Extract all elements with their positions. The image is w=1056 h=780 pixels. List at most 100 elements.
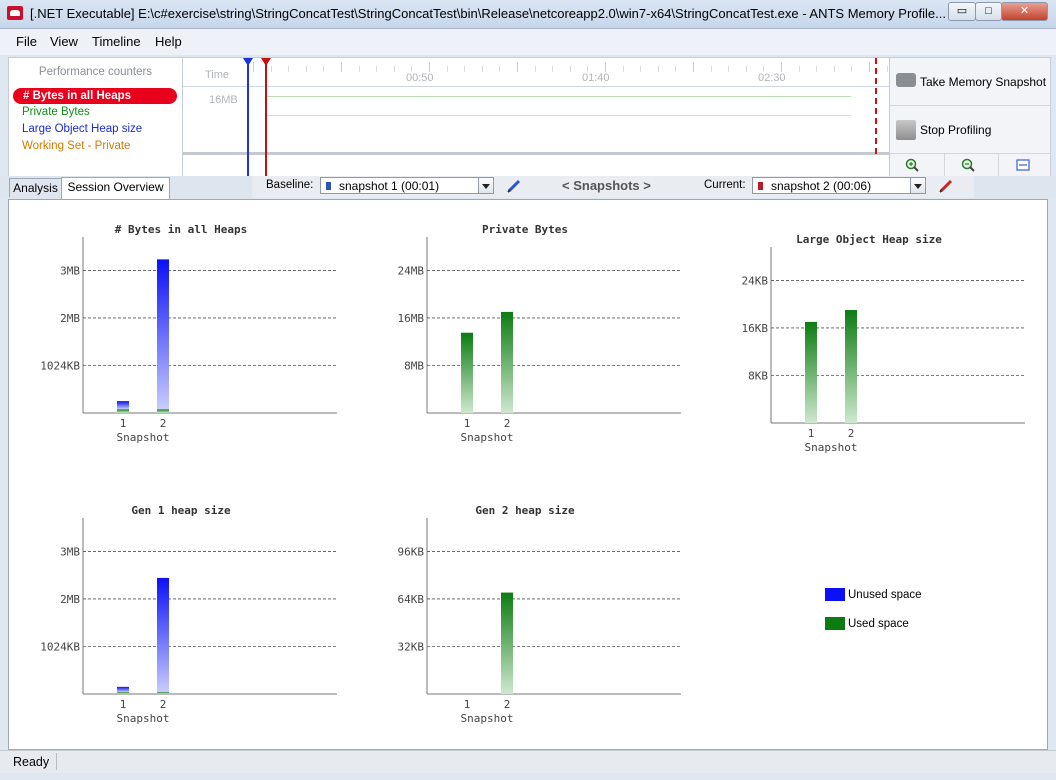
baseline-edit-icon[interactable] xyxy=(506,178,522,197)
current-marker[interactable] xyxy=(265,58,267,176)
timeline-minor-tick xyxy=(481,66,483,72)
timeline-minor-tick xyxy=(886,66,888,72)
timeline-minor-tick xyxy=(446,66,448,72)
timeline-minor-tick xyxy=(411,66,413,72)
bar xyxy=(117,692,129,694)
timeline-minor-tick xyxy=(622,66,624,72)
legend-label-used: Used space xyxy=(848,618,909,630)
time-label: Time xyxy=(205,69,230,81)
y-tick-label: 3MB xyxy=(60,545,80,558)
timeline-minor-tick xyxy=(552,66,554,72)
menu-view[interactable]: View xyxy=(50,34,78,49)
current-color-icon xyxy=(758,182,763,190)
timeline-minor-tick xyxy=(657,66,659,72)
counter-item-large-object-heap[interactable]: Large Object Heap size xyxy=(22,123,143,135)
zoom-in-icon[interactable] xyxy=(905,158,919,172)
counter-item-working-set[interactable]: Working Set - Private xyxy=(22,140,131,152)
tick-label: 02:30 xyxy=(758,72,786,84)
chart-title: Large Object Heap size xyxy=(796,233,942,246)
menu-bar: File View Timeline Help xyxy=(0,29,1056,55)
tick-label: 01:40 xyxy=(582,72,610,84)
profiling-toolbar: Take Memory Snapshot Stop Profiling xyxy=(889,57,1051,177)
current-edit-icon[interactable] xyxy=(938,178,954,197)
legend-label-unused: Unused space xyxy=(848,589,922,601)
timeline-minor-tick xyxy=(816,66,818,72)
current-select[interactable]: snapshot 2 (00:06) xyxy=(752,177,926,194)
timeline-header: Time 00:50 01:40 02:30 xyxy=(183,58,1046,87)
menu-file[interactable]: File xyxy=(16,34,37,49)
bar xyxy=(117,409,129,413)
timeline-major-tick xyxy=(517,62,518,72)
timeline-minor-tick xyxy=(728,66,730,72)
title-bar[interactable]: [.NET Executable] E:\c#exercise\string\S… xyxy=(0,0,1056,29)
current-marker-icon xyxy=(261,58,271,66)
y-tick-label: 8KB xyxy=(748,369,768,382)
stop-icon xyxy=(896,120,916,140)
zoom-fit-icon[interactable] xyxy=(1016,158,1030,172)
x-tick-label: 2 xyxy=(504,698,511,711)
tab-analysis[interactable]: Analysis xyxy=(9,178,62,197)
y-tick-label: 3MB xyxy=(60,264,80,277)
y-tick-label: 16KB xyxy=(742,322,769,335)
bar xyxy=(501,311,513,413)
take-snapshot-label: Take Memory Snapshot xyxy=(920,75,1047,89)
menu-help[interactable]: Help xyxy=(155,34,182,49)
x-tick-label: 2 xyxy=(504,417,511,430)
bar xyxy=(157,409,169,413)
x-tick-label: 1 xyxy=(120,417,127,430)
x-axis-label: Snapshot xyxy=(805,441,858,454)
stop-profiling-button[interactable]: Stop Profiling xyxy=(890,106,1050,154)
session-overview-content: # Bytes in all Heaps 1024KB 2MB 3MB 1 2 Snapsh… xyxy=(8,199,1048,750)
y-tick-label: 2MB xyxy=(60,312,80,325)
timeline-minor-tick xyxy=(499,66,501,72)
x-tick-label: 2 xyxy=(848,427,855,440)
timeline-major-tick xyxy=(869,62,870,72)
timeline-graph[interactable]: Time 00:50 01:40 02:30 16MB xyxy=(182,57,1046,177)
baseline-select[interactable]: snapshot 1 (00:01) xyxy=(320,177,494,194)
timeline-minor-tick xyxy=(376,66,378,72)
take-snapshot-button[interactable]: Take Memory Snapshot xyxy=(890,58,1050,106)
menu-timeline[interactable]: Timeline xyxy=(92,34,141,49)
timeline-major-tick xyxy=(781,62,782,72)
maximize-button[interactable]: □ xyxy=(975,2,1002,21)
bar xyxy=(501,592,513,694)
chevron-down-icon[interactable] xyxy=(910,178,925,193)
chevron-down-icon[interactable] xyxy=(478,178,493,193)
counters-title: Performance counters xyxy=(38,66,153,78)
timeline-minor-tick xyxy=(745,66,747,72)
timeline-scrollbar[interactable] xyxy=(183,152,889,155)
timeline-minor-tick xyxy=(270,66,272,72)
y-tick-label: 64KB xyxy=(398,593,425,606)
baseline-marker[interactable] xyxy=(247,58,249,176)
status-bar: Ready xyxy=(0,750,1056,773)
snapshots-nav[interactable]: < Snapshots > xyxy=(562,178,651,193)
tab-session-overview[interactable]: Session Overview xyxy=(61,177,170,199)
status-text: Ready xyxy=(13,755,50,769)
zoom-out-icon[interactable] xyxy=(961,158,975,172)
counter-item-private-bytes[interactable]: Private Bytes xyxy=(22,106,90,118)
chart-title: Gen 1 heap size xyxy=(131,504,231,517)
timeline-minor-tick xyxy=(358,66,360,72)
tick-label: 00:50 xyxy=(406,72,434,84)
minimize-button[interactable]: ▭ xyxy=(948,2,976,21)
y-tick-label: 2MB xyxy=(60,593,80,606)
status-separator xyxy=(56,753,57,770)
session-end-marker xyxy=(875,58,877,154)
chart-title: Private Bytes xyxy=(482,223,568,236)
close-button[interactable]: ✕ xyxy=(1001,2,1048,21)
x-axis-label: Snapshot xyxy=(461,712,514,725)
timeline-minor-tick xyxy=(640,66,642,72)
legend-swatch-used xyxy=(825,617,845,630)
x-tick-label: 2 xyxy=(160,698,167,711)
timeline-major-tick xyxy=(429,62,430,72)
toolbar-divider xyxy=(944,154,945,176)
counter-item-bytes-in-all-heaps[interactable]: # Bytes in all Heaps xyxy=(13,88,177,104)
performance-counters-panel: Performance counters # Bytes in all Heap… xyxy=(8,57,183,177)
timeline-minor-tick xyxy=(675,66,677,72)
timeline-minor-tick xyxy=(851,66,853,72)
bar xyxy=(157,577,169,693)
timeline-minor-tick xyxy=(288,66,290,72)
bar xyxy=(117,686,129,693)
baseline-label: Baseline: xyxy=(266,179,314,191)
